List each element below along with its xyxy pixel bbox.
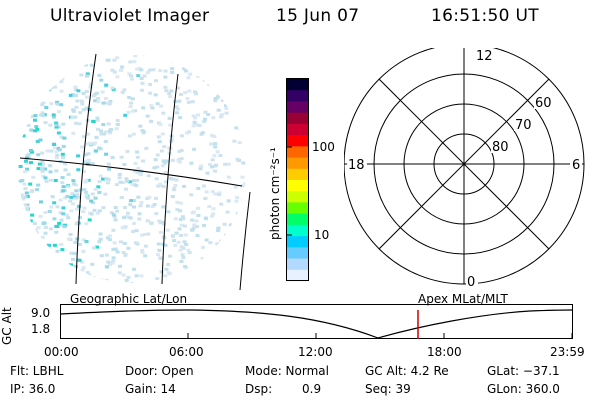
status-ip: IP: 36.0 [10,382,56,396]
colorbar [286,78,309,282]
x-tick-label-1800: 18:00 [427,345,462,359]
timeline-y-axis-label: GC Alt [0,307,14,345]
colorbar-band [287,258,308,271]
status-glon: GLon: 360.0 [487,382,560,396]
longitude-line [239,191,251,291]
lat-lon-grid [19,53,251,291]
colorbar-band [287,112,308,125]
status-filter: Flt: LBHL [10,364,64,378]
orbit-altitude-curve [60,309,573,339]
header-time: 16:51:50 UT [431,6,539,26]
timeline-plot [60,304,573,339]
status-gc-alt: GC Alt: 4.2 Re [365,364,449,378]
longitude-line [75,53,97,285]
status-mode: Mode: Normal [245,364,329,378]
colorbar-band [287,123,308,136]
timeline-y-tick-low: 1.8 [31,322,51,336]
longitude-line [161,73,179,285]
timeline-y-tick-high: 9.0 [31,306,51,320]
colorbar-band [287,168,308,181]
status-glat: GLat: −37.1 [487,364,560,378]
colorbar-band [287,191,308,204]
mlt-label-0: 0 [467,275,475,288]
colorbar-band [287,101,308,114]
mlt-label-6: 6 [572,158,580,173]
geographic-image-panel [18,53,251,291]
status-seq: Seq: 39 [365,382,411,396]
mlt-label-18: 18 [348,158,365,173]
colorbar-band [287,135,308,147]
colorbar-band [287,236,308,248]
x-tick-label-0000: 00:00 [44,345,79,359]
timeline-right-label: Apex MLat/MLT [418,292,508,306]
status-gain: Gain: 14 [125,382,176,396]
mlat-label-80: 80 [492,140,509,155]
mlt-label-12: 12 [476,49,493,64]
colorbar-band [287,180,308,192]
mlat-label-60: 60 [535,96,552,111]
colorbar-band [287,79,308,91]
header-date: 15 Jun 07 [276,6,360,26]
status-dsp-label: Dsp: [245,382,273,396]
colorbar-band [287,224,308,237]
polar-axis-diagonal [378,78,550,250]
colorbar-unit-label: photon cm⁻²s⁻¹ [268,147,282,240]
polar-mlt-plot: 12 18 6 0 60 70 80 [344,48,585,288]
colorbar-band [287,213,308,226]
colorbar-band [287,247,308,260]
status-dsp-value: 0.9 [302,382,322,396]
app-title: Ultraviolet Imager [50,6,210,26]
x-tick-label-0600: 06:00 [169,345,204,359]
timeline-left-label: Geographic Lat/Lon [70,292,188,306]
colorbar-tick-10: 10 [314,228,330,242]
colorbar-tick-100: 100 [312,140,335,154]
colorbar-band [287,157,308,170]
colorbar-band [287,90,308,103]
status-door: Door: Open [125,364,194,378]
latitude-line [19,157,243,187]
x-tick-label-1200: 12:00 [298,345,333,359]
colorbar-band [287,269,308,282]
colorbar-band [287,202,308,215]
colorbar-band [287,146,308,159]
mlat-label-70: 70 [515,118,532,133]
colorbar-frame [286,78,309,281]
x-tick-label-2359: 23:59 [550,345,585,359]
